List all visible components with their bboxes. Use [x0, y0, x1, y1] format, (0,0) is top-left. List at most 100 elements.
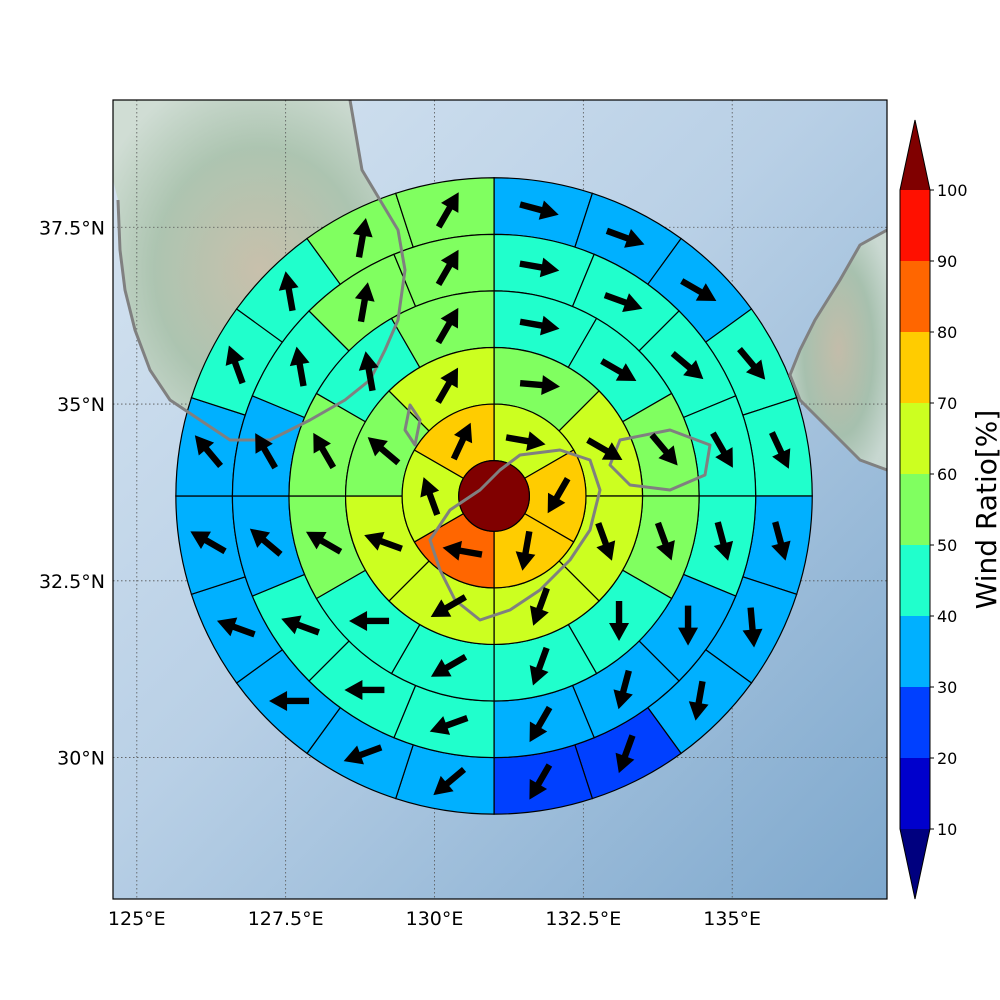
colorbar-tick-label-4: 50 — [937, 536, 957, 555]
wind-arrow-ring5-3 — [680, 278, 717, 301]
y-tick-label-3: 37.5°N — [39, 217, 105, 239]
wind-arrow-ring4-11 — [281, 615, 320, 636]
wind-arrow-ring4-16 — [435, 249, 459, 287]
wind-arrow-ring5-12 — [343, 744, 383, 765]
wind-arrow-ring3-4 — [654, 521, 675, 561]
wind-arrow-ring3-3 — [649, 432, 678, 466]
wind-arrow-ring2-1 — [519, 375, 560, 396]
wind-arrow-ring1-1 — [505, 431, 546, 452]
colorbar-band-8 — [900, 261, 930, 332]
wind-arrow-ring3-12 — [435, 307, 459, 345]
wind-arrow-ring4-4 — [710, 431, 733, 468]
y-axis-ticks: 30°N 32.5°N 35°N 37.5°N — [39, 217, 105, 769]
wind-arrow-ring3-7 — [430, 653, 468, 677]
wind-arrow-ring4-6 — [678, 605, 699, 646]
colorbar-band-3 — [900, 616, 930, 687]
wind-arrow-ring2-3 — [595, 522, 616, 561]
wind-arrow-ring4-14 — [289, 346, 310, 387]
x-tick-label-4: 135°E — [703, 908, 761, 930]
colorbar: 10 20 30 40 50 60 70 80 90 100 Wind Ratio[%] — [899, 119, 1000, 900]
wind-arrow-ring4-10 — [344, 679, 385, 700]
land-honshu — [790, 230, 887, 470]
wind-arrows — [190, 192, 791, 800]
wind-arrow-ring3-10 — [313, 432, 337, 470]
y-tick-label-1: 32.5°N — [39, 571, 105, 593]
coastline-korea — [116, 100, 407, 442]
wind-arrow-ring5-7 — [742, 607, 763, 648]
x-tick-label-2: 130°E — [406, 908, 464, 930]
colorbar-band-9 — [900, 190, 930, 261]
wind-arrow-ring1-4 — [442, 540, 483, 561]
colorbar-band-4 — [900, 545, 930, 616]
colorbar-over-triangle — [900, 120, 930, 190]
wind-arrow-ring4-7 — [613, 669, 633, 710]
wind-arrow-ring3-11 — [358, 351, 379, 392]
colorbar-tick-label-2: 30 — [937, 678, 957, 697]
colorbar-band-1 — [900, 758, 930, 829]
wind-arrow-ring5-20 — [435, 192, 459, 229]
wind-arrow-ring2-8 — [435, 367, 459, 404]
wind-arrow-ring2-5 — [430, 594, 467, 618]
coastlines — [116, 100, 887, 622]
wind-arrow-ring5-13 — [269, 690, 310, 711]
wind-arrow-ring3-2 — [600, 358, 637, 381]
x-tick-label-1: 127.5°E — [248, 908, 324, 930]
colorbar-tick-label-6: 70 — [937, 394, 957, 413]
wind-arrow-ring3-9 — [305, 531, 343, 555]
colorbar-tick-label-0: 10 — [937, 820, 957, 839]
colorbar-band-5 — [900, 474, 930, 545]
coastline-kyushu — [428, 448, 602, 622]
wind-arrow-ring2-2 — [586, 437, 623, 460]
wind-arrow-ring3-1 — [519, 315, 560, 336]
map-frame — [112, 99, 888, 900]
y-tick-label-0: 30°N — [57, 748, 105, 770]
wind-arrow-ring5-4 — [737, 346, 766, 380]
colorbar-tick-label-3: 40 — [937, 607, 957, 626]
wind-arrow-ring2-7 — [367, 437, 401, 466]
colorbar-band-7 — [900, 332, 930, 403]
wind-arrow-ring4-3 — [670, 351, 704, 380]
y-tick-label-2: 35°N — [57, 394, 105, 416]
x-tick-label-0: 125°E — [108, 908, 166, 930]
coastline-tsushima — [403, 403, 422, 447]
wind-arrow-ring4-12 — [249, 528, 283, 557]
wind-arrow-ring2-6 — [364, 531, 403, 552]
wind-arrow-ring5-8 — [688, 680, 709, 721]
wind-arrow-ring4-1 — [519, 257, 560, 278]
wind-arrow-ring1-3 — [515, 530, 536, 571]
wind-arrow-ring3-5 — [609, 600, 630, 641]
sector-center — [458, 460, 531, 532]
wind-arrow-ring5-10 — [529, 763, 553, 800]
colorbar-tick-label-5: 60 — [937, 465, 957, 484]
colorbar-tick-label-1: 20 — [937, 749, 957, 768]
colorbar-band-6 — [900, 403, 930, 474]
x-tick-label-3: 132.5°E — [545, 908, 621, 930]
wind-arrow-ring5-16 — [194, 435, 224, 468]
wind-arrow-ring5-9 — [615, 734, 636, 774]
wind-arrow-ring4-15 — [354, 282, 375, 323]
colorbar-tick-label-7: 80 — [937, 323, 957, 342]
wind-arrow-ring5-6 — [771, 521, 791, 561]
wind-arrow-ring1-2 — [547, 477, 571, 514]
wind-arrow-ring2-4 — [529, 587, 550, 626]
colorbar-band-2 — [900, 687, 930, 758]
wind-arrow-ring4-13 — [255, 433, 278, 470]
wind-arrow-ring5-18 — [278, 271, 299, 312]
wind-arrow-ring5-17 — [225, 345, 246, 385]
wind-arrow-ring5-2 — [605, 227, 645, 248]
wind-arrow-ring5-14 — [216, 617, 256, 638]
colorbar-title: Wind Ratio[%] — [970, 410, 1000, 610]
wind-arrow-ring4-2 — [603, 292, 643, 313]
colorbar-tick-label-8: 90 — [937, 252, 957, 271]
wind-arrow-ring3-8 — [349, 610, 390, 631]
wind-arrow-ring4-8 — [529, 705, 553, 743]
wind-arrow-ring5-19 — [352, 217, 373, 258]
wind-arrow-ring4-5 — [713, 521, 734, 561]
wind-arrow-ring5-11 — [433, 766, 467, 796]
wind-ratio-sectors — [175, 177, 813, 815]
wind-arrow-ring5-1 — [519, 200, 559, 220]
wind-arrow-ring4-9 — [429, 714, 469, 735]
x-axis-ticks: 125°E 127.5°E 130°E 132.5°E 135°E — [108, 908, 761, 930]
wind-arrow-ring3-6 — [529, 646, 550, 686]
